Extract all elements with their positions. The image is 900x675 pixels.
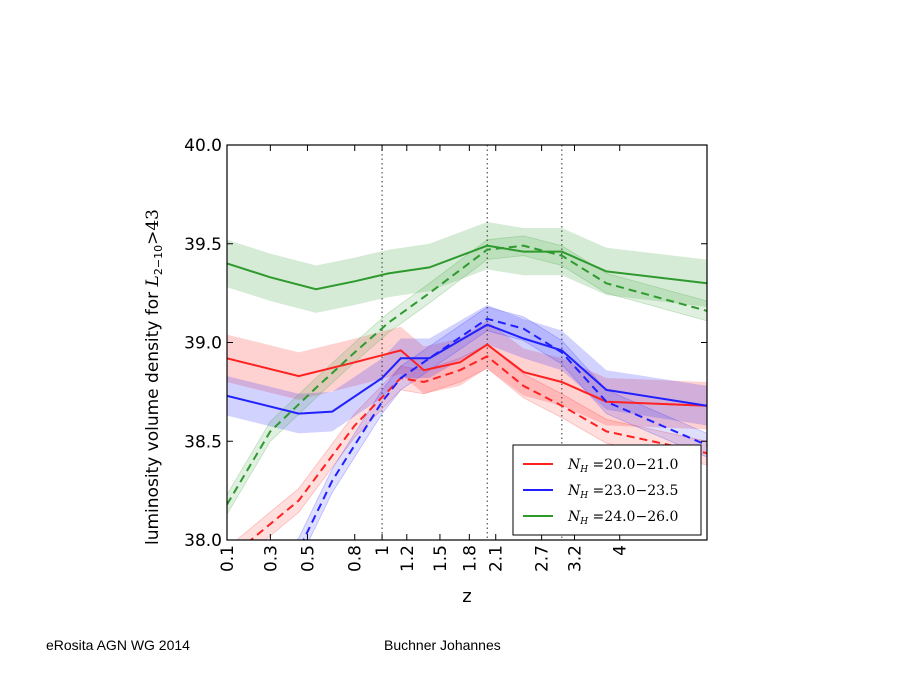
x-tick-label-10: 3.2 — [566, 545, 586, 572]
y-axis-label-symbol: L — [143, 275, 163, 287]
y-tick-label-0: 38.0 — [184, 531, 222, 551]
series-2-solid-band — [227, 222, 707, 313]
series-2-dashed-line — [227, 244, 707, 506]
x-tick-label-8: 2.1 — [487, 545, 507, 572]
legend: NH =20.0−21.0NH =23.0−23.5NH =24.0−26.0 — [512, 444, 702, 536]
x-tick-label-3: 0.8 — [346, 545, 366, 572]
legend-label-range: =20.0−21.0 — [588, 457, 678, 473]
series-2-dashed-band — [227, 235, 707, 516]
legend-label-2: NH =24.0−26.0 — [567, 509, 678, 527]
legend-label-range: =23.0−23.5 — [588, 483, 678, 499]
x-axis-label: z — [462, 586, 471, 607]
footer-center: Buchner Johannes — [384, 637, 501, 653]
x-tick-label-6: 1.5 — [431, 545, 451, 572]
footer-left: eRosita AGN WG 2014 — [46, 637, 190, 653]
y-axis-label-text: luminosity volume density for — [143, 286, 163, 545]
legend-label-symbol: N — [567, 483, 581, 499]
legend-label-subscript: H — [579, 517, 588, 527]
legend-label-0: NH =20.0−21.0 — [567, 457, 678, 475]
x-tick-label-0: 0.1 — [218, 545, 238, 572]
x-tick-label-2: 0.5 — [298, 545, 318, 572]
legend-label-symbol: N — [567, 457, 581, 473]
plot-area — [227, 145, 707, 540]
series-0-solid-band — [227, 320, 707, 430]
x-tick-label-9: 2.7 — [533, 545, 553, 572]
x-tick-label-11: 4 — [611, 545, 631, 556]
x-tick-label-1: 0.3 — [261, 545, 281, 572]
y-axis-label-threshold: >43 — [143, 209, 163, 245]
series-0-dashed-line — [249, 355, 707, 540]
y-tick-label-3: 39.5 — [184, 235, 222, 255]
y-axis-label: luminosity volume density for L2−10>43 — [143, 209, 165, 545]
series-1-dashed-line — [302, 317, 707, 540]
x-tick-label-4: 1 — [373, 545, 393, 556]
y-tick-label-2: 39.0 — [184, 334, 222, 354]
series-1-dashed-band — [296, 306, 707, 540]
y-tick-label-1: 38.5 — [184, 432, 222, 452]
legend-label-subscript: H — [579, 465, 588, 475]
legend-label-1: NH =23.0−23.5 — [567, 483, 678, 501]
legend-label-symbol: N — [567, 509, 581, 525]
x-tick-label-5: 1.2 — [398, 545, 418, 572]
series-0-solid-line — [227, 343, 707, 407]
legend-label-subscript: H — [579, 491, 588, 501]
series-0-dashed-band — [235, 344, 707, 540]
y-axis-label-subscript: 2−10 — [152, 245, 165, 275]
x-tick-label-7: 1.8 — [460, 545, 480, 572]
y-tick-label-4: 40.0 — [184, 136, 222, 156]
legend-label-range: =24.0−26.0 — [588, 509, 678, 525]
series-1-solid-line — [227, 323, 707, 415]
series-2-solid-line — [227, 244, 707, 291]
